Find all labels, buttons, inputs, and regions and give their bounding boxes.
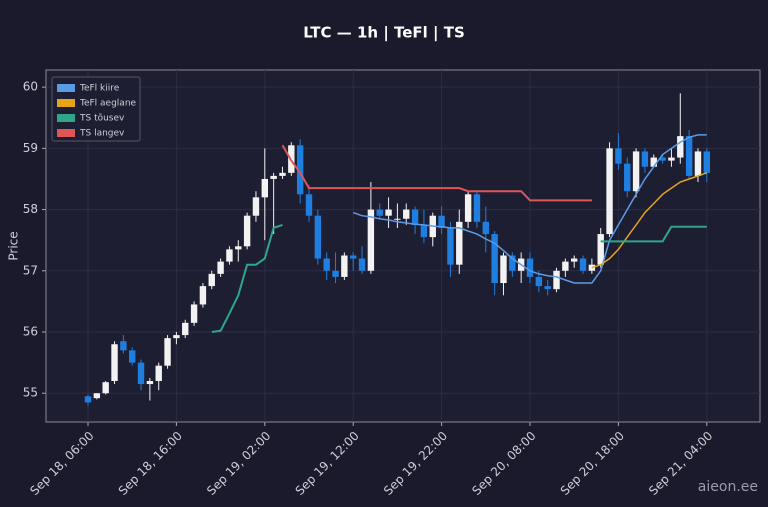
plot-area — [45, 69, 761, 423]
legend-swatch — [57, 114, 75, 122]
candle-body — [579, 258, 587, 271]
candle-body — [243, 215, 251, 247]
candle-body — [491, 234, 498, 284]
candle-body — [571, 258, 578, 262]
candle-body — [632, 151, 640, 192]
candle-body — [385, 209, 392, 216]
candle-body — [509, 255, 516, 271]
candle-body — [182, 322, 189, 336]
candle-body — [703, 151, 710, 173]
legend-swatch — [57, 99, 75, 107]
candle-body — [464, 194, 472, 222]
candle-body — [235, 246, 242, 250]
candle-body — [102, 382, 109, 394]
candle-body — [199, 286, 207, 305]
candle-body — [394, 218, 401, 220]
candle-body — [305, 194, 313, 216]
candle-body — [597, 234, 604, 265]
y-tick-label: 58 — [23, 202, 38, 216]
candle-body — [606, 148, 613, 235]
candle-body — [677, 136, 684, 158]
y-tick-label: 55 — [23, 386, 38, 400]
candle-body — [332, 270, 339, 277]
candle-body — [588, 264, 596, 271]
chart-title: LTC — 1h | TeFl | TS — [303, 24, 465, 43]
candle-body — [120, 341, 127, 351]
candle-body — [482, 221, 489, 235]
candle-body — [438, 215, 445, 228]
candle-body — [93, 393, 101, 399]
candle-body — [84, 396, 92, 403]
candle-body — [544, 286, 551, 290]
candle-body — [296, 145, 304, 195]
candle-body — [173, 335, 180, 339]
candle-body — [535, 276, 543, 287]
candle-body — [190, 304, 198, 323]
y-tick-label: 56 — [23, 325, 38, 339]
candle-body — [659, 157, 666, 161]
candle-body — [358, 258, 366, 271]
legend-box — [51, 76, 141, 142]
y-tick-label: 57 — [23, 263, 38, 277]
y-axis-label: Price — [7, 231, 21, 260]
legend: TeFl kiire TeFl aeglane TS tõusev TS langev — [51, 76, 141, 142]
candle-body — [146, 380, 154, 385]
indicator-line — [352, 134, 707, 284]
legend-label: TS langev — [79, 129, 125, 139]
candle-body — [323, 258, 330, 271]
candle-body — [164, 338, 171, 366]
candle-body — [111, 344, 118, 381]
candle-body — [261, 178, 268, 198]
candle-body — [367, 209, 375, 271]
candle-body — [217, 261, 224, 274]
candle-body — [562, 261, 569, 271]
candle-body — [447, 227, 454, 265]
candle-body — [694, 151, 702, 176]
candle-body — [252, 197, 260, 216]
candle-body — [129, 350, 136, 363]
candle-body — [350, 255, 357, 259]
candle-body — [314, 215, 322, 259]
legend-label: TS tõusev — [79, 114, 125, 124]
legend-label: TeFl aeglane — [79, 99, 137, 109]
candle-body — [137, 362, 145, 385]
legend-label: TeFl kiire — [79, 84, 120, 94]
watermark: aieon.ee — [698, 479, 758, 495]
legend-swatch — [57, 129, 75, 137]
candle-body — [553, 270, 560, 290]
candle-body — [650, 157, 657, 167]
candle-body — [615, 148, 622, 164]
candle-body — [526, 258, 534, 277]
candle-body — [456, 221, 463, 265]
candle-body — [685, 136, 693, 176]
candle-body — [270, 175, 277, 179]
candle-body — [155, 365, 162, 381]
candle-body — [500, 255, 507, 284]
candle-body — [279, 172, 286, 176]
candle-body — [668, 157, 675, 161]
candle-body — [226, 249, 233, 262]
candle-body — [341, 255, 348, 277]
candle-body — [624, 163, 631, 192]
candle-body — [403, 209, 410, 219]
candle-body — [641, 151, 649, 167]
indicator-line — [281, 144, 592, 202]
indicator-line — [211, 223, 707, 333]
legend-swatch — [57, 84, 75, 92]
candle-body — [420, 224, 428, 238]
y-tick-label: 60 — [23, 80, 38, 94]
candle-body — [208, 273, 215, 287]
candle-body — [473, 194, 481, 222]
indicator-line — [591, 172, 708, 269]
candle-body — [376, 209, 383, 216]
candle-body — [411, 209, 419, 225]
y-tick-label: 59 — [23, 141, 38, 155]
